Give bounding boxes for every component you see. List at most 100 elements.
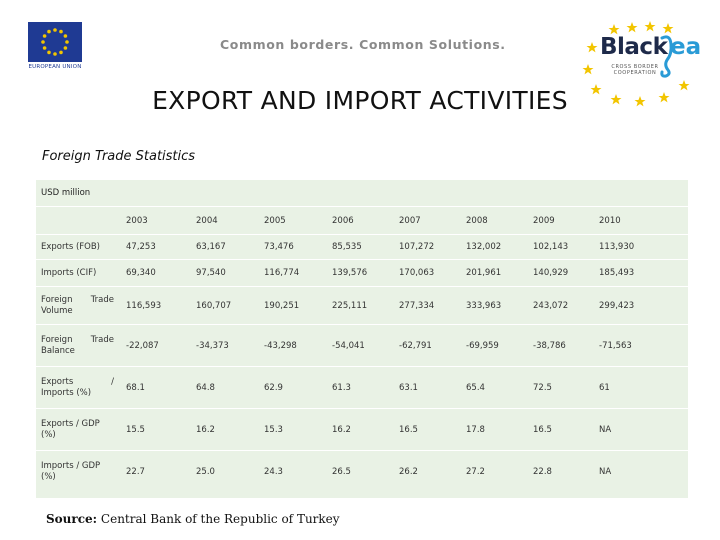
value-cell: 62.9 bbox=[258, 366, 326, 409]
row-label: Exports / GDP (%) bbox=[36, 408, 120, 451]
value-cell: 24.3 bbox=[258, 450, 326, 493]
row-label-part1: Foreign bbox=[41, 334, 73, 345]
row-label: Imports (CIF) bbox=[36, 259, 120, 287]
value-cell: 63.1 bbox=[393, 366, 460, 409]
value-cell: 26.2 bbox=[393, 450, 460, 493]
table-row: Foreign Trade Balance -22,087 -34,373 -43,298… bbox=[36, 324, 688, 367]
row-label-line1: Exports / GDP bbox=[41, 419, 120, 430]
value-cell: 69,340 bbox=[120, 259, 190, 287]
value-cell: 16.5 bbox=[527, 408, 593, 451]
value-cell: 190,251 bbox=[258, 286, 326, 325]
value-cell: -34,373 bbox=[190, 324, 258, 367]
row-label: Exports (FOB) bbox=[36, 234, 120, 260]
black-sea-word-ea: ea bbox=[670, 34, 702, 60]
corner-cell bbox=[36, 206, 120, 235]
year-header-cell: 2005 bbox=[258, 206, 326, 235]
row-label-line2: Imports (%) bbox=[41, 387, 92, 398]
row-label-line1: Exports (FOB) bbox=[41, 242, 120, 253]
black-sea-subtitle: CROSS BORDER COOPERATION bbox=[600, 64, 670, 76]
table-row: Foreign Trade Volume 116,593 160,707 190,251 2… bbox=[36, 286, 688, 325]
table-row: Imports / GDP (%) 22.7 25.0 24.3 26.5 26.2 27.2… bbox=[36, 450, 688, 493]
eu-flag-icon bbox=[28, 22, 82, 62]
trade-table: 2003 2004 2005 2006 2007 2008 2009 2010 Exports… bbox=[36, 206, 688, 493]
trade-table-panel: USD million 2003 2004 2005 2006 2007 2008 2009… bbox=[36, 180, 688, 498]
row-label-part1: Exports bbox=[41, 376, 74, 387]
value-cell: 22.8 bbox=[527, 450, 593, 493]
eu-caption: EUROPEAN UNION bbox=[28, 64, 82, 70]
unit-label: USD million bbox=[41, 188, 91, 198]
year-header-cell: 2007 bbox=[393, 206, 460, 235]
value-cell: 185,493 bbox=[593, 259, 688, 287]
year-header-cell: 2004 bbox=[190, 206, 258, 235]
value-cell: 160,707 bbox=[190, 286, 258, 325]
value-cell: 47,253 bbox=[120, 234, 190, 260]
year-header-cell: 2006 bbox=[326, 206, 393, 235]
row-label: Foreign Trade Balance bbox=[36, 324, 120, 367]
row-label-part2: Trade bbox=[90, 334, 114, 345]
value-cell: -22,087 bbox=[120, 324, 190, 367]
value-cell: 107,272 bbox=[393, 234, 460, 260]
value-cell: 61 bbox=[593, 366, 688, 409]
row-label-line2: (%) bbox=[41, 429, 56, 440]
row-label-line2: Volume bbox=[41, 305, 73, 316]
row-label-part1: Imports / GDP bbox=[41, 460, 101, 471]
value-cell: 16.2 bbox=[190, 408, 258, 451]
year-header-cell: 2003 bbox=[120, 206, 190, 235]
row-label: Foreign Trade Volume bbox=[36, 286, 120, 325]
table-row: Exports / Imports (%) 68.1 64.8 62.9 61.3 63.1 6… bbox=[36, 366, 688, 409]
value-cell: 15.3 bbox=[258, 408, 326, 451]
table-row: Imports (CIF) 69,340 97,540 116,774 139,576 1… bbox=[36, 259, 688, 287]
row-label-line1: Foreign Trade bbox=[41, 295, 120, 306]
value-cell: 73,476 bbox=[258, 234, 326, 260]
value-cell: 333,963 bbox=[460, 286, 527, 325]
section-subtitle: Foreign Trade Statistics bbox=[42, 149, 196, 164]
value-cell: 16.5 bbox=[393, 408, 460, 451]
value-cell: NA bbox=[593, 450, 688, 493]
value-cell: 277,334 bbox=[393, 286, 460, 325]
value-cell: 299,423 bbox=[593, 286, 688, 325]
value-cell: 132,002 bbox=[460, 234, 527, 260]
year-header-row: 2003 2004 2005 2006 2007 2008 2009 2010 bbox=[36, 206, 688, 235]
source-prefix: Source: bbox=[46, 512, 98, 526]
value-cell: 72.5 bbox=[527, 366, 593, 409]
value-cell: 170,063 bbox=[393, 259, 460, 287]
value-cell: 65.4 bbox=[460, 366, 527, 409]
source-text: Central Bank of the Republic of Turkey bbox=[97, 512, 340, 526]
year-header-cell: 2010 bbox=[593, 206, 688, 235]
row-label-line1: Foreign Trade bbox=[41, 335, 120, 346]
header-tagline: Common borders. Common Solutions. bbox=[220, 37, 506, 52]
value-cell: 61.3 bbox=[326, 366, 393, 409]
value-cell: -62,791 bbox=[393, 324, 460, 367]
value-cell: 97,540 bbox=[190, 259, 258, 287]
year-header-cell: 2009 bbox=[527, 206, 593, 235]
value-cell: 64.8 bbox=[190, 366, 258, 409]
value-cell: 201,961 bbox=[460, 259, 527, 287]
row-label: Exports / Imports (%) bbox=[36, 366, 120, 409]
table-row: Exports (FOB) 47,253 63,167 73,476 85,535 107… bbox=[36, 234, 688, 260]
row-label-part2: Trade bbox=[90, 294, 114, 305]
value-cell: 243,072 bbox=[527, 286, 593, 325]
table-row: Exports / GDP (%) 15.5 16.2 15.3 16.2 16.5 17.8… bbox=[36, 408, 688, 451]
value-cell: 113,930 bbox=[593, 234, 688, 260]
source-note: Source: Central Bank of the Republic of … bbox=[46, 512, 340, 526]
row-label-line2: Balance bbox=[41, 345, 75, 356]
value-cell: 26.5 bbox=[326, 450, 393, 493]
black-sea-word-black: Black bbox=[600, 34, 668, 60]
value-cell: NA bbox=[593, 408, 688, 451]
value-cell: 102,143 bbox=[527, 234, 593, 260]
value-cell: 15.5 bbox=[120, 408, 190, 451]
value-cell: 225,111 bbox=[326, 286, 393, 325]
value-cell: 68.1 bbox=[120, 366, 190, 409]
year-header-cell: 2008 bbox=[460, 206, 527, 235]
row-label-line1: Imports (CIF) bbox=[41, 268, 120, 279]
value-cell: 116,774 bbox=[258, 259, 326, 287]
value-cell: 85,535 bbox=[326, 234, 393, 260]
star-ring-icon bbox=[582, 21, 690, 107]
seahorse-icon bbox=[660, 35, 673, 78]
value-cell: -43,298 bbox=[258, 324, 326, 367]
row-label-line1: Exports / bbox=[41, 377, 120, 388]
value-cell: 116,593 bbox=[120, 286, 190, 325]
value-cell: 63,167 bbox=[190, 234, 258, 260]
value-cell: 139,576 bbox=[326, 259, 393, 287]
value-cell: 22.7 bbox=[120, 450, 190, 493]
